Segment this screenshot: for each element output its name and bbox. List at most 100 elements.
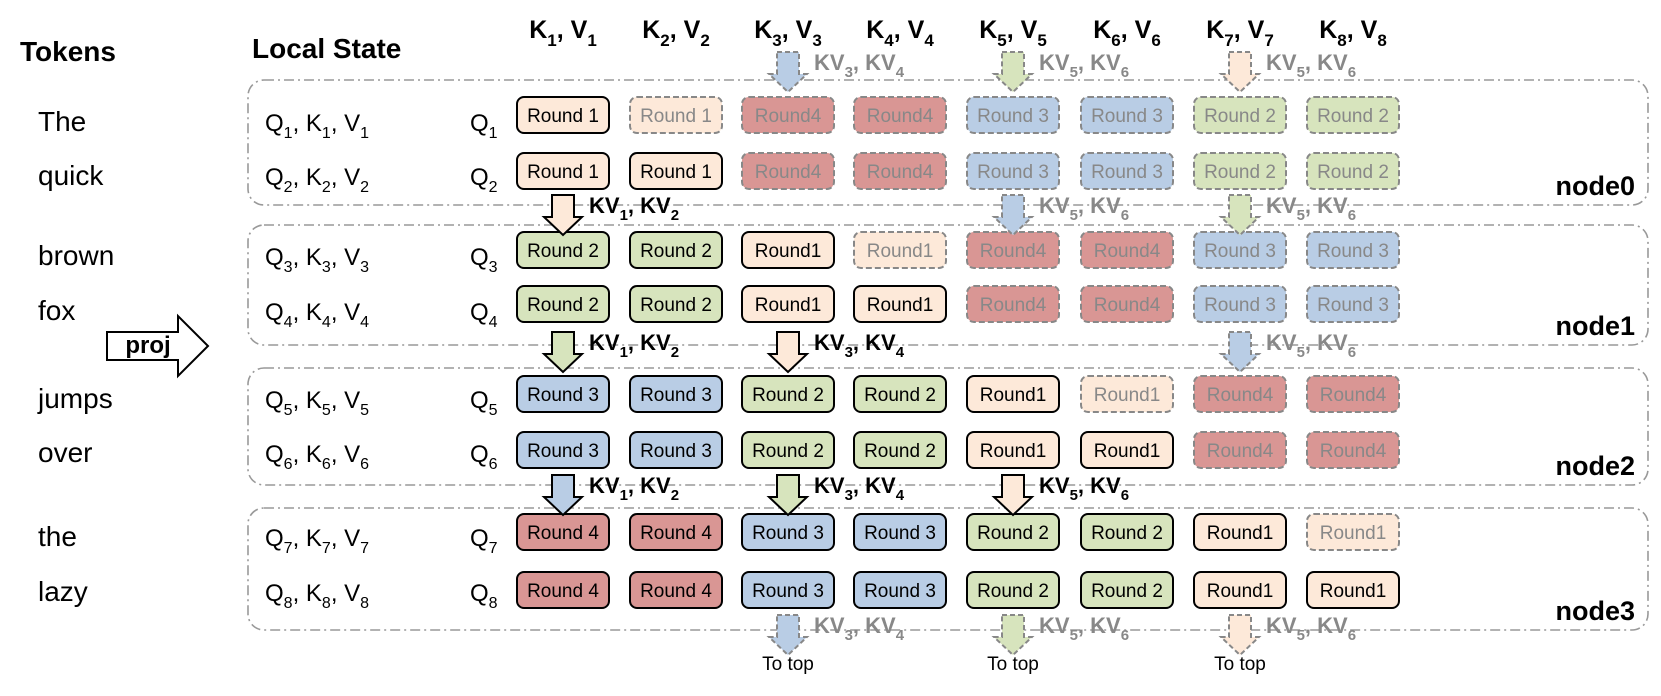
token-word: brown <box>38 240 114 271</box>
round-cell-label: Round 1 <box>527 106 599 127</box>
round-cell <box>629 285 723 323</box>
transfer-label: KV3, KV4 <box>814 473 905 504</box>
round-cell <box>629 431 723 469</box>
round-cell <box>1193 152 1287 190</box>
round-cell-label: Round 1 <box>527 162 599 183</box>
round-cell-label: Round 2 <box>1317 162 1389 183</box>
kv-column-header: K2, V2 <box>642 16 710 50</box>
round-cell <box>629 231 723 269</box>
round-cell <box>629 571 723 609</box>
kv-column-header: K4, V4 <box>866 16 934 50</box>
transfer-label: KV5, KV6 <box>1039 473 1129 504</box>
round-cell-label: Round 3 <box>864 523 936 544</box>
round-cell-label: Round 2 <box>864 385 936 406</box>
node-label: node2 <box>1555 451 1635 481</box>
round-cell <box>741 375 835 413</box>
round-cell-label: Round 2 <box>527 295 599 316</box>
round-cell-label: Round1 <box>980 441 1047 462</box>
round-cell <box>853 431 947 469</box>
round-cell-label: Round 3 <box>640 441 712 462</box>
round-cell-label: Round 3 <box>1317 295 1389 316</box>
round-cell-label: Round 3 <box>977 162 1049 183</box>
kv-column-header: K1, V1 <box>529 16 597 50</box>
round-cell <box>629 513 723 551</box>
round-cell-label: Round 3 <box>752 523 824 544</box>
local-query: Q2 <box>470 164 498 196</box>
transfer-label: KV3, KV4 <box>814 330 905 361</box>
round-cell-label: Round4 <box>1094 241 1161 262</box>
kv-column-header: K3, V3 <box>754 16 822 50</box>
round-cell <box>853 375 947 413</box>
round-cell <box>1193 375 1287 413</box>
tokens-header: Tokens <box>20 36 116 67</box>
transfer-arrow <box>1218 51 1262 94</box>
transfer-arrow <box>991 474 1035 517</box>
transfer-arrow <box>1218 331 1262 374</box>
transfer-label: KV5, KV6 <box>1039 50 1129 81</box>
transfer-label: KV5, KV6 <box>1039 613 1129 644</box>
round-cell-label: Round4 <box>980 295 1047 316</box>
round-cell <box>1193 571 1287 609</box>
round-cell-label: Round 3 <box>864 581 936 602</box>
transfer-label: KV5, KV6 <box>1266 193 1356 224</box>
round-cell <box>1080 431 1174 469</box>
token-word: lazy <box>38 576 88 607</box>
round-cell <box>629 96 723 134</box>
round-cell-label: Round 2 <box>977 523 1049 544</box>
round-cell <box>741 96 835 134</box>
local-query: Q8 <box>470 580 498 612</box>
round-cell-label: Round 2 <box>527 241 599 262</box>
round-cell <box>853 513 947 551</box>
round-cell-label: Round 2 <box>752 441 824 462</box>
round-cell-label: Round 3 <box>1091 106 1163 127</box>
local-query: Q4 <box>470 299 498 331</box>
round-cell <box>966 152 1060 190</box>
round-cell <box>1080 513 1174 551</box>
round-cell-label: Round1 <box>1094 441 1161 462</box>
round-cell-label: Round 1 <box>640 106 712 127</box>
round-cell-label: Round4 <box>1320 441 1387 462</box>
transfer-arrow <box>991 614 1035 657</box>
transfer-label: KV1, KV2 <box>589 193 679 224</box>
node-frame <box>247 79 1649 206</box>
round-cell <box>741 431 835 469</box>
round-cell <box>1306 513 1400 551</box>
round-cell-label: Round 4 <box>640 581 712 602</box>
round-cell-label: Round 2 <box>640 241 712 262</box>
round-cell-label: Round4 <box>755 106 822 127</box>
round-cell <box>966 431 1060 469</box>
token-word: quick <box>38 160 104 191</box>
round-cell <box>1306 431 1400 469</box>
round-cell <box>966 375 1060 413</box>
transfer-arrow <box>766 614 810 657</box>
transfer-label: KV5, KV6 <box>1039 193 1129 224</box>
local-qkv: Q6, K6, V6 <box>265 441 369 473</box>
round-cell <box>853 96 947 134</box>
transfer-label: KV3, KV4 <box>814 613 905 644</box>
local-query: Q3 <box>470 244 498 276</box>
local-query: Q6 <box>470 441 498 473</box>
node-label: node3 <box>1555 596 1635 626</box>
transfer-arrow <box>541 194 585 237</box>
transfer-label: KV3, KV4 <box>814 50 905 81</box>
round-cell-label: Round 2 <box>1317 106 1389 127</box>
round-cell-label: Round1 <box>980 385 1047 406</box>
transfer-arrow <box>1218 194 1262 237</box>
transfer-label: KV1, KV2 <box>589 473 679 504</box>
round-cell-label: Round 1 <box>640 162 712 183</box>
round-cell-label: Round1 <box>867 295 934 316</box>
to-top-label: To top <box>987 654 1039 675</box>
round-cell <box>629 375 723 413</box>
kv-column-header: K6, V6 <box>1093 16 1161 50</box>
proj-arrow <box>106 313 210 379</box>
round-cell-label: Round1 <box>1207 581 1274 602</box>
round-cell-label: Round 3 <box>527 441 599 462</box>
local-qkv: Q7, K7, V7 <box>265 525 369 557</box>
token-word: over <box>38 437 92 468</box>
round-cell-label: Round4 <box>1207 385 1274 406</box>
round-cell-label: Round1 <box>1094 385 1161 406</box>
round-cell <box>741 285 835 323</box>
round-cell-label: Round 3 <box>527 385 599 406</box>
local-qkv: Q2, K2, V2 <box>265 164 369 196</box>
round-cell-label: Round 3 <box>1091 162 1163 183</box>
